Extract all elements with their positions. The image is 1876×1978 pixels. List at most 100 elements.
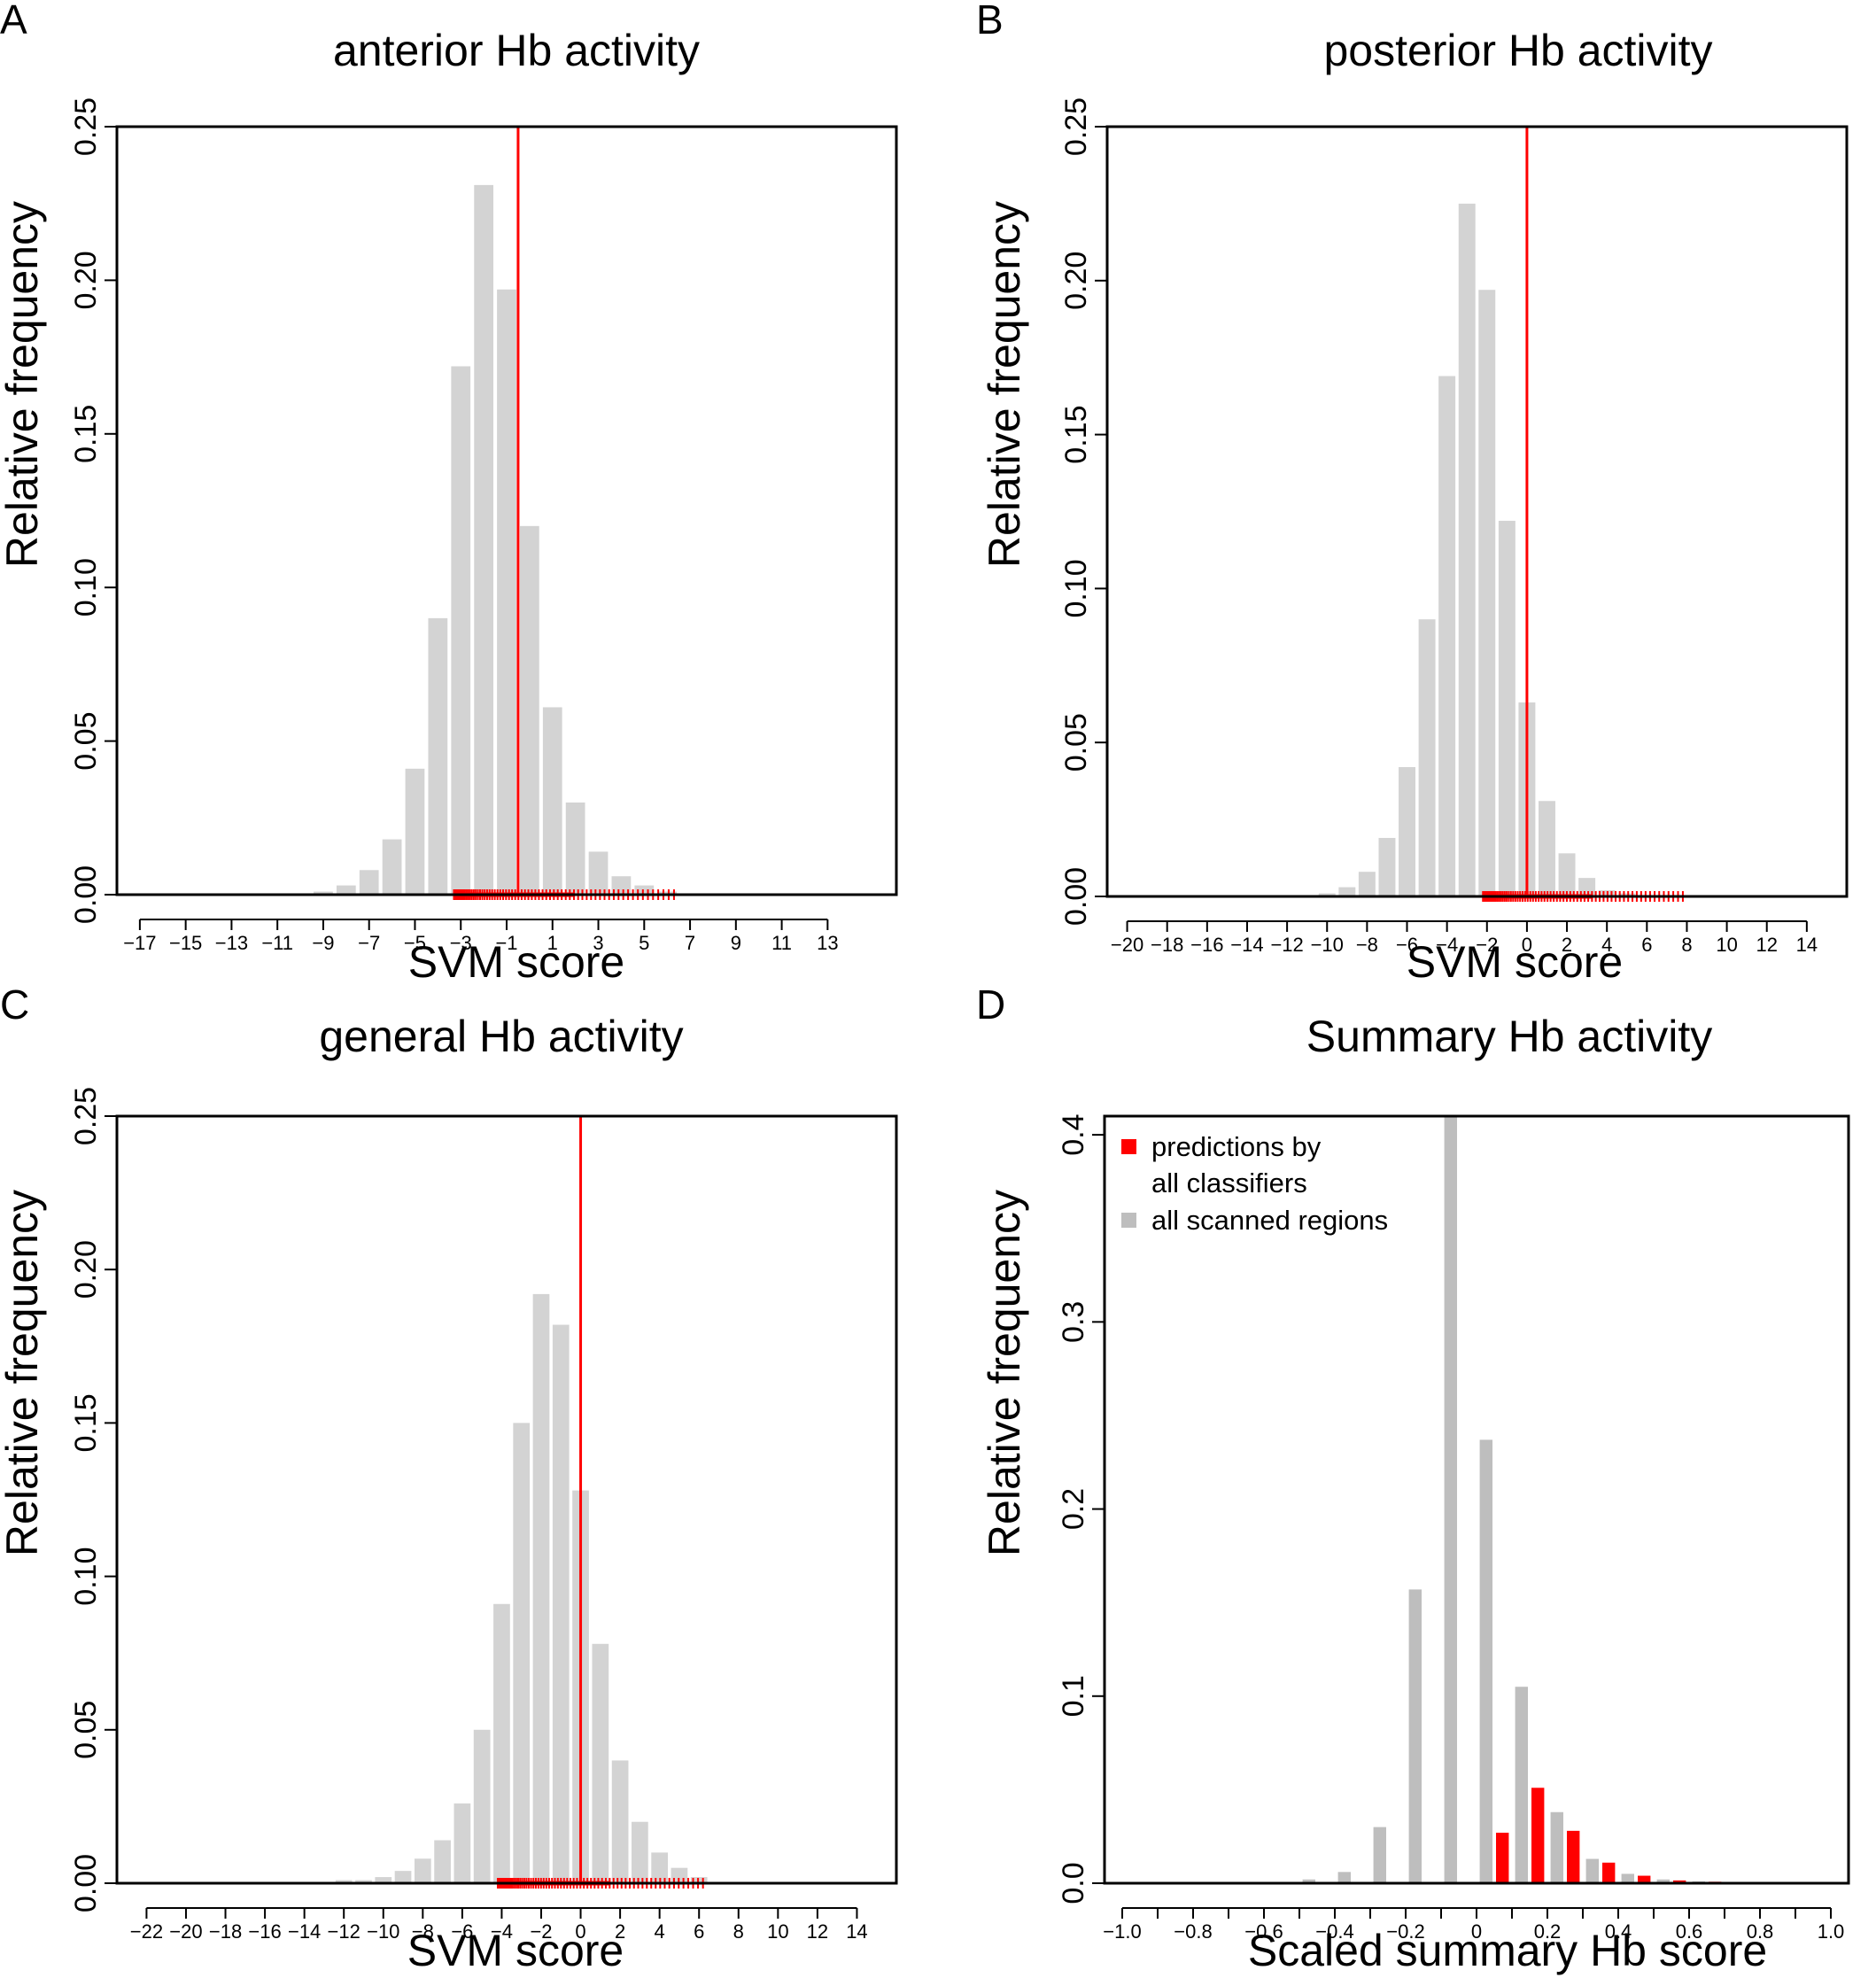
histogram-bar: [382, 839, 402, 895]
x-tick-label: −4: [1436, 934, 1458, 956]
y-tick-label: 0.20: [1059, 252, 1093, 310]
x-tick-label: 10: [767, 1920, 788, 1943]
histogram-bar: [434, 1840, 451, 1883]
histogram-bar: [632, 1821, 648, 1883]
legend-swatch-all-regions: [1121, 1213, 1136, 1228]
x-tick-label: −18: [209, 1920, 242, 1943]
y-tick-label: 0.15: [1059, 406, 1093, 464]
y-tick-label: 0.10: [69, 558, 103, 617]
y-tick-label: 0.10: [1059, 559, 1093, 617]
y-tick-label: 0.25: [69, 97, 103, 156]
bar-all-scanned-regions: [1621, 1873, 1634, 1883]
x-tick-label: 0.4: [1605, 1920, 1632, 1943]
x-tick-label: 12: [807, 1920, 828, 1943]
bar-all-scanned-regions: [1337, 1872, 1351, 1883]
x-tick-label: −5: [404, 932, 426, 954]
x-tick-label: −1: [495, 932, 517, 954]
y-tick-label: 0.15: [69, 405, 103, 463]
x-tick-label: 11: [771, 932, 792, 954]
histogram-bar: [1558, 853, 1576, 896]
histogram-bar: [355, 1880, 372, 1883]
histogram-bar: [453, 1803, 471, 1883]
chart-title: Summary Hb activity: [1306, 1012, 1712, 1061]
x-tick-label: −20: [169, 1920, 202, 1943]
histogram-bar: [1498, 520, 1516, 896]
histogram-bar: [690, 1877, 708, 1883]
bar-all-scanned-regions: [1585, 1858, 1599, 1883]
legend-swatch-predictions: [1121, 1139, 1136, 1154]
bar-all-scanned-regions: [1302, 1879, 1315, 1883]
x-tick-label: −8: [1356, 934, 1378, 956]
x-tick-label: 14: [1796, 934, 1818, 956]
x-tick-label: −2: [1476, 934, 1498, 956]
histogram-bar: [428, 617, 448, 895]
histogram-bar: [335, 1880, 353, 1883]
panel-letter: C: [0, 981, 29, 1028]
bar-predictions: [1673, 1880, 1686, 1883]
y-tick-label: 0.25: [69, 1087, 103, 1145]
histogram-bar: [1399, 767, 1415, 896]
bar-predictions: [1602, 1862, 1616, 1883]
histogram-bar: [451, 366, 471, 895]
histogram-bar: [493, 1603, 510, 1883]
x-tick-label: −10: [367, 1920, 399, 1943]
panel-letter: A: [0, 0, 27, 43]
y-tick-label: 0.1: [1057, 1675, 1090, 1717]
histogram-bar: [1338, 887, 1356, 896]
x-tick-label: 1: [547, 932, 558, 954]
legend: predictions by all classifiers all scann…: [1121, 1131, 1388, 1236]
bar-predictions: [1638, 1875, 1651, 1883]
y-tick-label: 0.4: [1057, 1113, 1090, 1155]
bar-all-scanned-regions: [1444, 1116, 1457, 1883]
histogram-bar: [474, 184, 493, 896]
y-tick-label: 0.00: [1059, 867, 1093, 926]
x-axis: −22 −20 −18 −16 −14 −12 −10 −8 −6 −4 −2 0 2 4 6 8 10 12 14: [130, 1907, 868, 1943]
bars-layer: [314, 184, 678, 896]
histogram-bar: [394, 1871, 412, 1883]
x-tick-label: −14: [1230, 934, 1263, 956]
x-tick-label: 0.8: [1747, 1920, 1774, 1943]
x-tick-label: −12: [1270, 934, 1303, 956]
histogram-bar: [314, 891, 333, 895]
bar-all-scanned-regions: [1408, 1589, 1422, 1883]
x-tick-label: −18: [1151, 934, 1183, 956]
histogram-bar: [359, 870, 379, 895]
histogram-bar: [1418, 619, 1436, 896]
histogram-bar: [1458, 203, 1476, 896]
histogram-bar: [1358, 872, 1376, 896]
x-tick-label: 2: [1562, 934, 1572, 956]
panel-d: D Summary Hb activity Relative frequency…: [976, 981, 1850, 1975]
y-tick-label: 0.2: [1057, 1488, 1090, 1530]
bar-all-scanned-regions: [1479, 1439, 1492, 1883]
histogram-bar: [542, 707, 562, 895]
histogram-bar: [611, 1760, 629, 1883]
x-tick-label: −0.2: [1386, 1920, 1424, 1943]
x-axis: −1.0 −0.8 −0.6 −0.4 −0.2 0 0.2 0.4 0.6 0.8 1.0: [1103, 1907, 1844, 1943]
y-tick-label: 0.05: [69, 1701, 103, 1759]
histogram-bar: [405, 768, 425, 895]
histogram-bar: [634, 885, 655, 895]
bar-predictions: [1496, 1832, 1509, 1883]
histogram-bar: [1618, 893, 1636, 896]
bar-predictions: [1531, 1788, 1545, 1883]
y-axis-label: Relative frequency: [980, 201, 1029, 568]
y-tick-label: 0.00: [69, 1854, 103, 1912]
x-axis-label: SVM score: [407, 1926, 624, 1975]
y-axis: 0.00 0.05 0.10 0.15 0.20 0.25: [69, 97, 118, 924]
histogram-bar: [588, 851, 609, 895]
x-tick-label: −0.8: [1174, 1920, 1212, 1943]
histogram-bar: [552, 1324, 570, 1883]
y-tick-label: 0.20: [69, 1240, 103, 1299]
x-tick-label: −15: [169, 932, 202, 954]
histogram-bar: [473, 1729, 491, 1883]
x-tick-label: 0.6: [1676, 1920, 1703, 1943]
y-tick-label: 0.10: [69, 1547, 103, 1606]
x-tick-label: −17: [123, 932, 156, 954]
x-tick-label: −9: [312, 932, 334, 954]
plot-frame: [115, 1114, 898, 1885]
histogram-bar: [513, 1423, 531, 1883]
x-tick-label: −6: [1396, 934, 1418, 956]
x-tick-label: −11: [261, 932, 293, 954]
panel-a: A anterior Hb activity Relative frequenc…: [0, 0, 898, 987]
y-axis: 0.00 0.05 0.10 0.15 0.20 0.25: [1059, 97, 1108, 926]
